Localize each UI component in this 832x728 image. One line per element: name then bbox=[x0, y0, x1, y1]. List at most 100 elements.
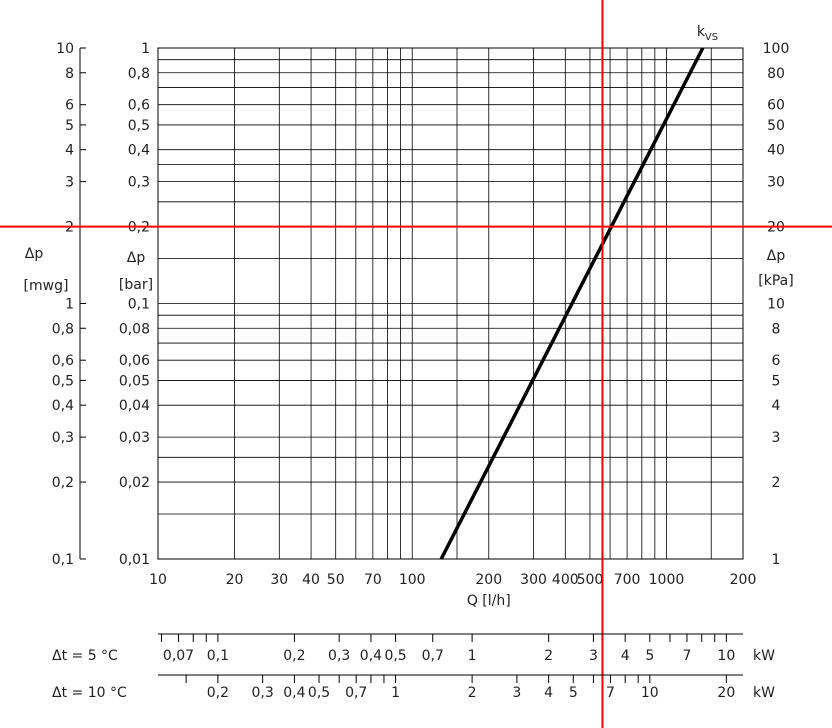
power-tick-label: 0,4 bbox=[360, 648, 382, 664]
bar-tick-label: 0,06 bbox=[119, 353, 150, 369]
kpa-tick-label: 8 bbox=[772, 321, 781, 337]
power-tick-label: 5 bbox=[569, 685, 578, 701]
bar-axis-name: Δp bbox=[127, 250, 146, 266]
kvs-line bbox=[439, 47, 705, 560]
power-tick-label: 2 bbox=[468, 685, 477, 701]
bar-tick-label: 1 bbox=[141, 41, 150, 57]
power-tick-label: 3 bbox=[589, 648, 598, 664]
bar-axis-unit: [bar] bbox=[119, 277, 153, 293]
flow-tick-label: 300 bbox=[520, 572, 547, 588]
power-tick-label: 0,3 bbox=[252, 685, 274, 701]
plot-frame bbox=[157, 47, 744, 560]
power-scale-unit: kW bbox=[753, 648, 775, 664]
power-scale-label: Δt = 10 °C bbox=[52, 685, 127, 701]
kpa-tick-label: 10 bbox=[767, 297, 785, 313]
flow-tick-label: 100 bbox=[399, 572, 426, 588]
power-tick-label: 0,5 bbox=[308, 685, 330, 701]
power-tick-label: 7 bbox=[683, 648, 692, 664]
flow-tick-label: 400 bbox=[552, 572, 579, 588]
kpa-tick-label: 30 bbox=[767, 175, 785, 191]
bar-tick-label: 0,3 bbox=[128, 175, 150, 191]
kpa-tick-label: 2 bbox=[772, 475, 781, 491]
power-tick-label: 5 bbox=[645, 648, 654, 664]
power-tick-label: 3 bbox=[512, 685, 521, 701]
mwg-tick-label: 0,4 bbox=[52, 398, 74, 414]
mwg-tick-label: 0,3 bbox=[52, 430, 74, 446]
mwg-tick-label: 0,6 bbox=[52, 353, 74, 369]
power-tick-label: 20 bbox=[717, 685, 735, 701]
plot-border bbox=[157, 47, 744, 560]
bar-tick-label: 0,5 bbox=[128, 118, 150, 134]
flow-tick-label: 40 bbox=[302, 572, 320, 588]
kpa-tick-label: 60 bbox=[767, 98, 785, 114]
kpa-tick-label: 5 bbox=[772, 373, 781, 389]
bar-tick-label: 0,04 bbox=[119, 398, 150, 414]
kpa-tick-label: 40 bbox=[767, 143, 785, 159]
power-tick-label: 10 bbox=[717, 648, 735, 664]
power-tick-label: 0,4 bbox=[283, 685, 305, 701]
mwg-tick-label: 1 bbox=[65, 297, 74, 313]
flow-tick-label: 20 bbox=[226, 572, 244, 588]
kpa-tick-label: 1 bbox=[772, 552, 781, 568]
flow-tick-label: 500 bbox=[577, 572, 604, 588]
mwg-tick-label: 0,8 bbox=[52, 321, 74, 337]
flow-tick-label: 1000 bbox=[649, 572, 685, 588]
power-tick-label: 0,7 bbox=[345, 685, 367, 701]
bar-tick-label: 0,03 bbox=[119, 430, 150, 446]
bar-tick-label: 0,05 bbox=[119, 373, 150, 389]
bar-tick-label: 0,01 bbox=[119, 552, 150, 568]
flow-tick-label: 70 bbox=[364, 572, 382, 588]
power-tick-label: 10 bbox=[641, 685, 659, 701]
kpa-tick-label: 4 bbox=[772, 398, 781, 414]
mwg-axis-unit: [mwg] bbox=[24, 278, 69, 294]
power-tick-label: 0,3 bbox=[328, 648, 350, 664]
kpa-tick-label: 50 bbox=[767, 118, 785, 134]
mwg-axis-name: Δp bbox=[25, 246, 44, 262]
flow-axis-label: Q [l/h] bbox=[467, 593, 511, 609]
bar-tick-label: 0,02 bbox=[119, 475, 150, 491]
mwg-tick-label: 0,1 bbox=[52, 552, 74, 568]
flow-tick-label: 30 bbox=[270, 572, 288, 588]
flow-tick-label: 200 bbox=[730, 572, 757, 588]
power-tick-label: 0,1 bbox=[207, 648, 229, 664]
chart-grid bbox=[157, 47, 744, 560]
power-tick-label: 0,07 bbox=[163, 648, 194, 664]
power-scale-label: Δt = 5 °C bbox=[52, 648, 118, 664]
kvs-label: kVS bbox=[697, 24, 718, 43]
kpa-tick-label: 80 bbox=[767, 66, 785, 82]
flow-tick-label: 700 bbox=[614, 572, 641, 588]
kpa-axis-name: Δp bbox=[767, 248, 786, 264]
flow-tick-label: 50 bbox=[327, 572, 345, 588]
mwg-axis: 1086543210,80,60,50,40,30,20,1Δp[mwg] bbox=[24, 41, 86, 568]
power-tick-label: 2 bbox=[544, 648, 553, 664]
series-layer: kVS bbox=[439, 24, 718, 560]
kpa-tick-label: 6 bbox=[772, 353, 781, 369]
mwg-tick-label: 3 bbox=[65, 175, 74, 191]
mwg-tick-label: 5 bbox=[65, 118, 74, 134]
bar-tick-label: 0,1 bbox=[128, 297, 150, 313]
power-tick-label: 0,2 bbox=[283, 648, 305, 664]
power-scale-unit: kW bbox=[753, 685, 775, 701]
mwg-tick-label: 0,2 bbox=[52, 475, 74, 491]
mwg-tick-label: 8 bbox=[65, 66, 74, 82]
bar-tick-label: 0,4 bbox=[128, 143, 150, 159]
power-tick-label: 1 bbox=[391, 685, 400, 701]
kpa-tick-label: 100 bbox=[763, 41, 790, 57]
mwg-tick-label: 6 bbox=[65, 98, 74, 114]
kpa-axis: 100806050403020108654321Δp[kPa] bbox=[758, 41, 793, 568]
bar-tick-label: 0,08 bbox=[119, 321, 150, 337]
mwg-tick-label: 0,5 bbox=[52, 373, 74, 389]
mwg-tick-label: 4 bbox=[65, 143, 74, 159]
power-tick-label: 4 bbox=[544, 685, 553, 701]
bar-tick-label: 0,6 bbox=[128, 98, 150, 114]
power-tick-label: 0,7 bbox=[422, 648, 444, 664]
bar-axis: 10,80,60,50,40,30,20,10,080,060,050,040,… bbox=[119, 41, 153, 568]
power-tick-label: 4 bbox=[621, 648, 630, 664]
power-tick-label: 7 bbox=[606, 685, 615, 701]
bar-tick-label: 0,8 bbox=[128, 66, 150, 82]
kpa-axis-unit: [kPa] bbox=[758, 273, 793, 289]
mwg-tick-label: 10 bbox=[56, 41, 74, 57]
